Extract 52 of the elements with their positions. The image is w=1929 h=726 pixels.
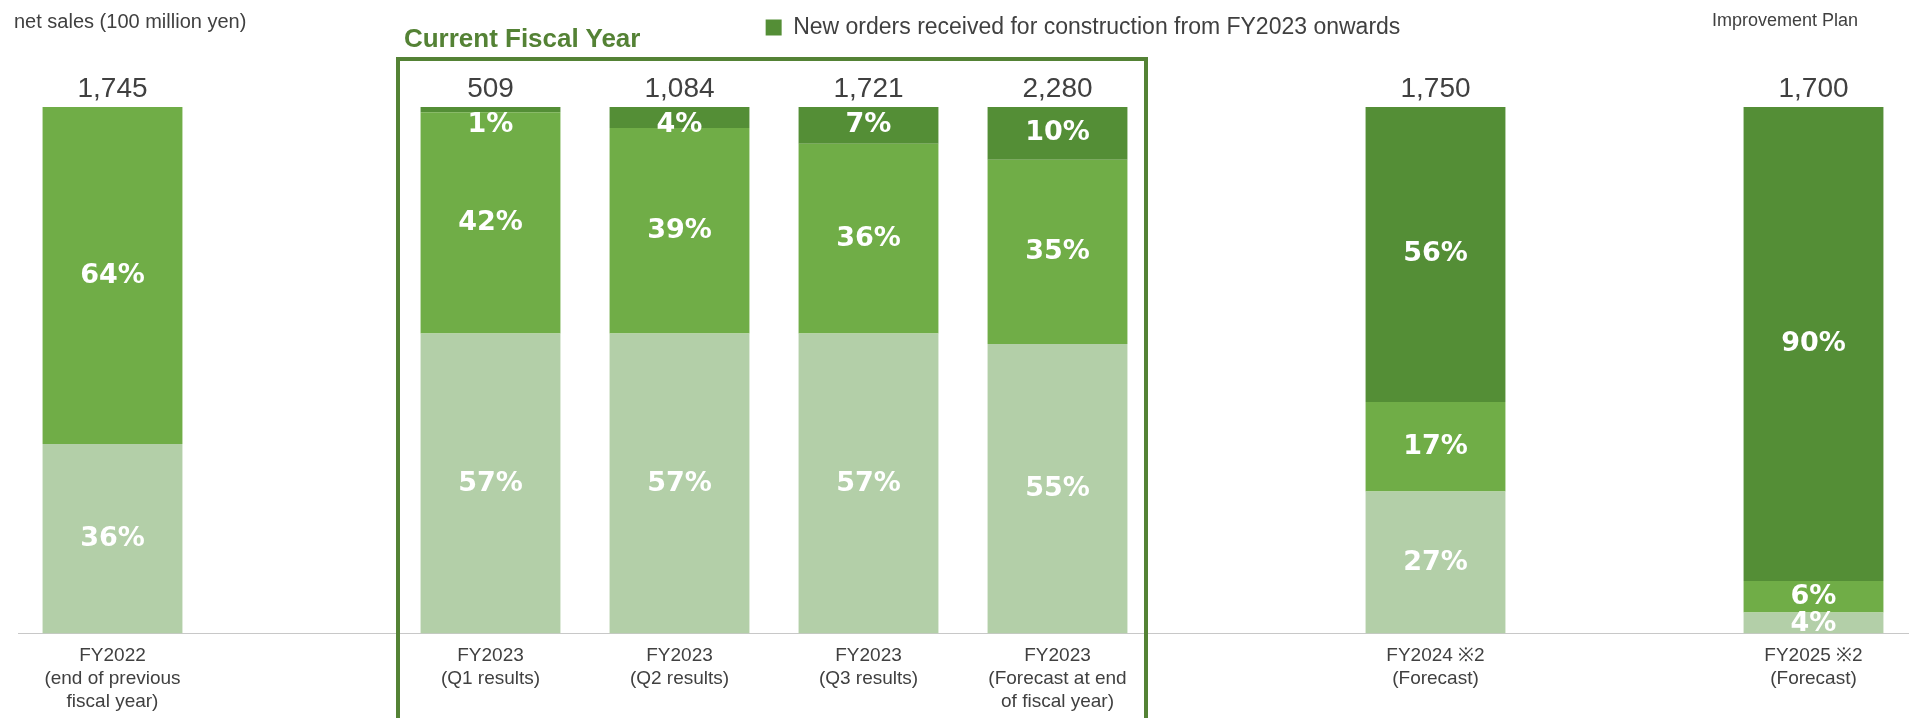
x-tick-label: FY2025 ※2 (Forecast) (1764, 644, 1863, 689)
bar (420, 107, 561, 113)
data-label: 10% (1025, 115, 1090, 147)
bar (609, 333, 750, 634)
x-tick-label: FY2024 ※2 (Forecast) (1386, 644, 1485, 689)
x-tick-label: FY2023 (Q2 results) (629, 644, 730, 689)
bar (987, 159, 1128, 344)
data-label: 7% (845, 107, 892, 139)
annotation: 509 (467, 71, 514, 103)
bar (1365, 491, 1506, 634)
text: Current Fiscal Year (403, 23, 641, 54)
data-label: 90% (1781, 325, 1846, 357)
data-label: 39% (647, 212, 712, 244)
annotation: 1,084 (644, 71, 715, 103)
x-tick-label: FY2023 (Forecast at end of fiscal year) (988, 644, 1127, 711)
bar (1743, 107, 1884, 581)
bar (1365, 107, 1506, 402)
text: Improvement Plan (1711, 9, 1858, 30)
bar (798, 143, 939, 334)
annotation: 1,750 (1400, 71, 1471, 103)
bar (987, 107, 1128, 160)
annotation: 1,700 (1778, 71, 1849, 103)
bar (42, 107, 183, 445)
data-label: 64% (80, 257, 145, 289)
x-tick-label: FY2023 (Q3 results) (818, 644, 919, 689)
data-label: 1% (467, 106, 514, 138)
bar (420, 112, 561, 334)
x-tick-label: FY2023 (Q1 results) (440, 644, 541, 689)
bar (987, 343, 1128, 634)
data-label: 35% (1025, 233, 1090, 265)
legend-label: New orders received for construction from FY2023 onwards (793, 12, 1401, 39)
text: net sales (100 million yen) (14, 9, 247, 32)
data-label: 4% (656, 106, 703, 138)
bar (1365, 401, 1506, 492)
annotation: 1,721 (833, 71, 904, 103)
data-label: 17% (1403, 428, 1468, 460)
data-label: 36% (836, 220, 901, 252)
data-label: 57% (458, 465, 523, 497)
data-label: 42% (458, 204, 523, 236)
data-label: 56% (1403, 236, 1468, 268)
annotation: 2,280 (1022, 71, 1093, 103)
bar (798, 333, 939, 634)
data-label: 57% (836, 465, 901, 497)
bar (798, 107, 939, 144)
data-label: 36% (80, 520, 145, 552)
bar (420, 333, 561, 634)
annotation: 1,745 (77, 71, 148, 103)
data-label: 57% (647, 465, 712, 497)
x-tick-label: FY2022 (end of previous fiscal year) (44, 644, 181, 711)
data-label: 55% (1025, 470, 1090, 502)
data-label: 27% (1403, 544, 1468, 576)
bar (42, 444, 183, 634)
